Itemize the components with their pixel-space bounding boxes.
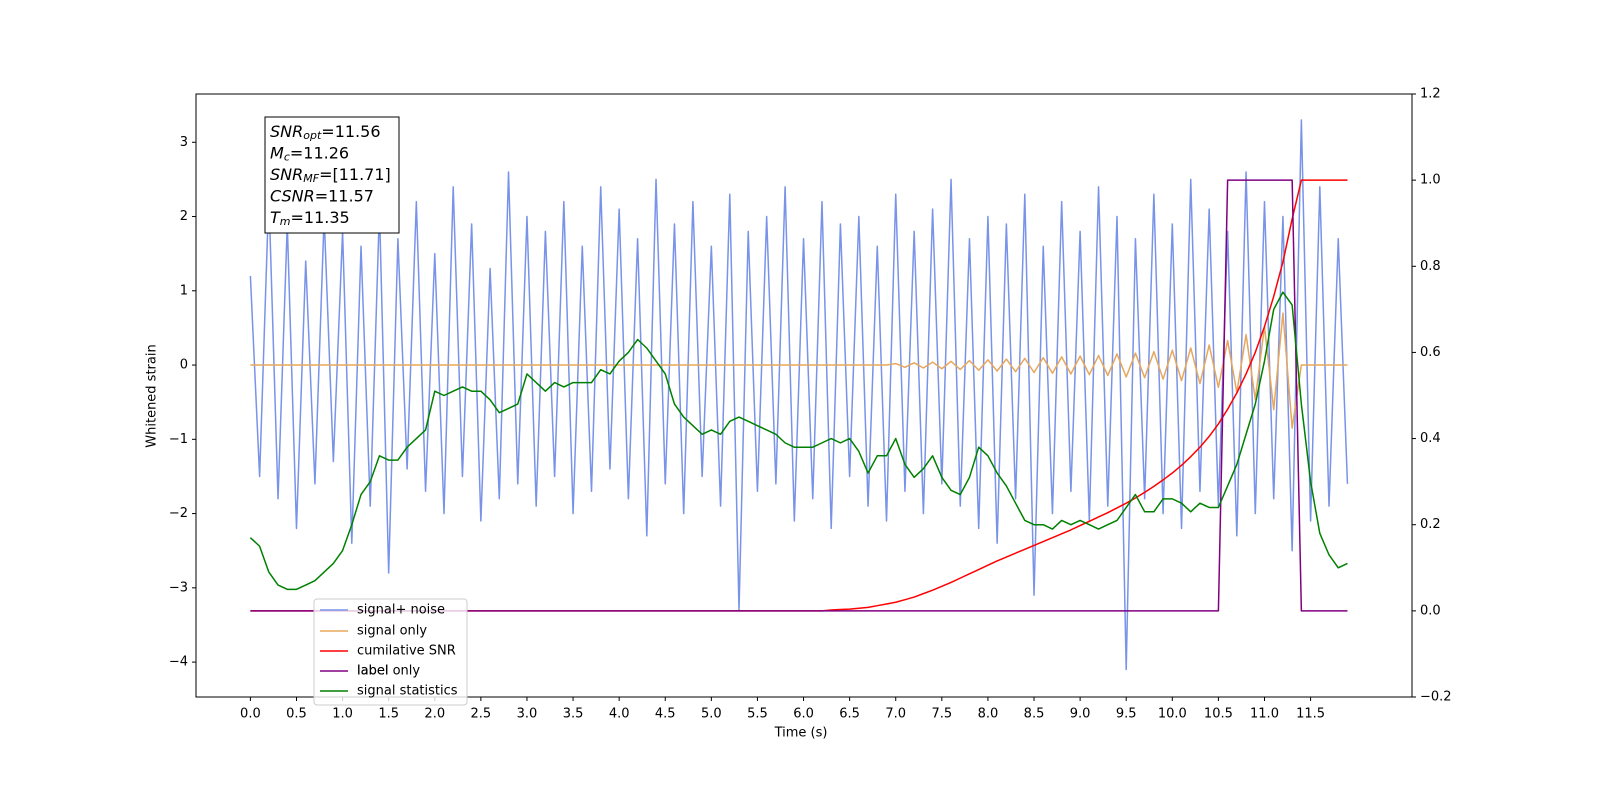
stats-subscript: c: [284, 151, 290, 164]
x-tick-label: 6.0: [793, 707, 814, 722]
legend-label: label: [357, 664, 388, 679]
x-tick-label: 7.0: [885, 707, 906, 722]
legend-label: cumilative SNR: [357, 644, 456, 659]
y2-tick-label: 0.4: [1420, 431, 1441, 446]
x-tick-label: 8.5: [1024, 707, 1045, 722]
legend-frame: [313, 598, 468, 706]
y2-tick-label: 0.8: [1420, 259, 1441, 274]
stats-symbol: SNR: [270, 165, 303, 184]
x-tick-label: 9.5: [1116, 707, 1137, 722]
x-tick-label: 3.5: [563, 707, 584, 722]
x-tick-label: 3.0: [517, 707, 538, 722]
x-tick-label: 1.5: [378, 707, 399, 722]
stats-line: SNRMF=[11.71]: [270, 165, 391, 186]
x-tick-label: 2.5: [471, 707, 492, 722]
legend-label: signal statistics: [357, 684, 458, 699]
y2-tick-label: 0.0: [1420, 603, 1441, 618]
y-tick-label: 1: [180, 283, 188, 298]
x-tick-label: 11.5: [1296, 707, 1325, 722]
y-tick-label: 3: [180, 135, 188, 150]
y2-tick-label: 0.2: [1420, 517, 1441, 532]
stats-symbol: SNR: [270, 122, 303, 141]
legend-label: signal+ noise: [357, 603, 445, 618]
stats-value: =[11.71]: [319, 165, 391, 184]
x-tick-label: 5.0: [701, 707, 722, 722]
y-tick-label: −1: [169, 432, 188, 447]
x-tick-label: 10.0: [1158, 707, 1187, 722]
y-tick-label: −2: [169, 506, 188, 521]
stats-line: Tm=11.35: [270, 208, 350, 229]
x-tick-label: 9.0: [1070, 707, 1091, 722]
y-tick-label: −4: [169, 655, 188, 670]
y-tick-label: 0: [180, 358, 188, 373]
stats-subscript: opt: [303, 129, 322, 142]
y-tick-label: −3: [169, 580, 188, 595]
y2-tick-label: 1.0: [1420, 173, 1441, 188]
x-axis-label: Time (s): [774, 726, 828, 741]
legend-label: signal only: [357, 624, 427, 639]
series-line: [249, 119, 1349, 671]
stats-symbol: T: [270, 208, 281, 227]
stats-value: =11.56: [321, 122, 380, 141]
stats-symbol: M: [270, 143, 284, 162]
stats-line: Mc=11.26: [270, 143, 349, 164]
x-tick-label: 10.5: [1204, 707, 1233, 722]
series-line: [250, 312, 1348, 429]
x-tick-label: 0.0: [240, 707, 261, 722]
stats-subscript: MF: [303, 172, 319, 185]
stats-box-frame: [264, 116, 400, 234]
y-tick-label: 2: [180, 209, 188, 224]
y-axis-label: Whitened strain: [145, 344, 160, 447]
legend-label: label only: [357, 664, 420, 679]
x-tick-label: 1.0: [332, 707, 353, 722]
stats-symbol: CSNR: [270, 186, 315, 205]
y2-tick-label: 0.6: [1420, 345, 1441, 360]
x-tick-label: 0.5: [286, 707, 307, 722]
stats-value: =11.57: [315, 186, 374, 205]
x-tick-label: 8.0: [978, 707, 999, 722]
x-tick-label: 6.5: [839, 707, 860, 722]
x-tick-label: 7.5: [931, 707, 952, 722]
stats-subscript: m: [280, 215, 291, 228]
stats-line: SNRopt=11.56: [270, 122, 381, 143]
legend: label only signal+ noise signal only cumila…: [313, 598, 468, 706]
series-line: [249, 291, 1348, 591]
x-tick-label: 5.5: [747, 707, 768, 722]
x-tick-label: 11.0: [1250, 707, 1279, 722]
stats-value: =11.35: [291, 208, 350, 227]
y2-tick-label: 1.2: [1420, 87, 1441, 102]
x-tick-label: 4.5: [655, 707, 676, 722]
stats-box: SNRopt=11.56Mc=11.26SNRMF=[11.71]CSNR=11…: [264, 116, 400, 234]
y2-tick-label: −0.2: [1420, 690, 1452, 705]
x-tick-label: 2.0: [424, 707, 445, 722]
stats-value: =11.26: [290, 143, 349, 162]
x-tick-label: 4.0: [609, 707, 630, 722]
stats-line: CSNR=11.57: [270, 186, 374, 205]
